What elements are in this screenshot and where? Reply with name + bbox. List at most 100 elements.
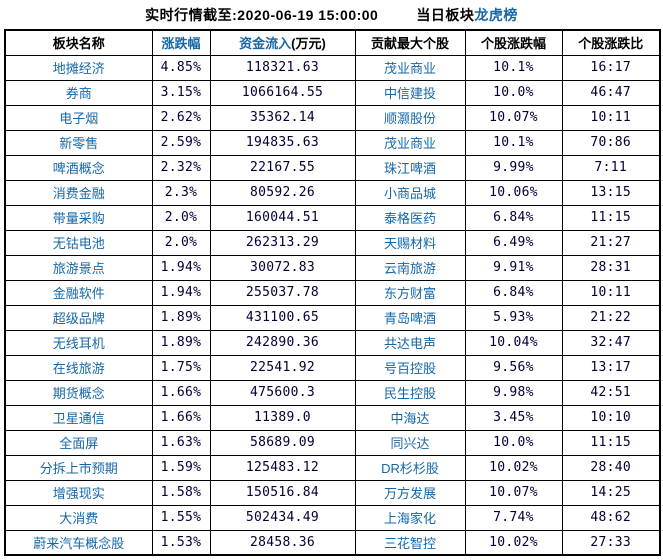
stock-link[interactable]: 顺灏股份 <box>354 104 466 131</box>
inflow-value: 35362.14 <box>209 104 356 131</box>
up-down-ratio: 13:17 <box>561 354 661 381</box>
table-row: 在线旅游 1.75% 22541.92 号百控股 9.56% 13:17 <box>4 354 661 381</box>
stock-change: 10.0% <box>464 429 563 456</box>
sector-link[interactable]: 在线旅游 <box>4 354 153 381</box>
sector-link[interactable]: 带量采购 <box>4 204 153 231</box>
sector-change: 2.3% <box>151 179 211 206</box>
sector-link[interactable]: 消费金融 <box>4 179 153 206</box>
sector-change: 1.63% <box>151 429 211 456</box>
table-row: 大消费 1.55% 502434.49 上海家化 7.74% 48:62 <box>4 504 661 531</box>
col-header-1[interactable]: 涨跌幅 <box>151 29 211 56</box>
stock-link[interactable]: 同兴达 <box>354 429 466 456</box>
inflow-value: 125483.12 <box>209 454 356 481</box>
sector-leaderboard-table: 板块名称 涨跌幅 资金流入(万元) 贡献最大个股 个股涨跌幅 个股涨跌比 地摊经济 4.85… <box>4 29 661 556</box>
sector-link[interactable]: 大消费 <box>4 504 153 531</box>
sector-link[interactable]: 旅游景点 <box>4 254 153 281</box>
sector-change: 3.15% <box>151 79 211 106</box>
sector-link[interactable]: 增强现实 <box>4 479 153 506</box>
col-header-label[interactable]: 资金流入 <box>239 36 292 52</box>
table-row: 无钴电池 2.0% 262313.29 天赐材料 6.49% 21:27 <box>4 229 661 256</box>
realtime-caption: 实时行情截至:2020-06-19 15:00:00 <box>145 6 379 23</box>
stock-change: 6.84% <box>464 279 563 306</box>
inflow-value: 22541.92 <box>209 354 356 381</box>
sector-link[interactable]: 卫星通信 <box>4 404 153 431</box>
stock-change: 10.1% <box>464 129 563 156</box>
table-row: 地摊经济 4.85% 118321.63 茂业商业 10.1% 16:17 <box>4 54 661 81</box>
table-header-row: 板块名称 涨跌幅 资金流入(万元) 贡献最大个股 个股涨跌幅 个股涨跌比 <box>4 29 661 56</box>
sector-link[interactable]: 全面屏 <box>4 429 153 456</box>
stock-change: 10.06% <box>464 179 563 206</box>
col-header-label[interactable]: 涨跌幅 <box>161 36 201 52</box>
up-down-ratio: 11:15 <box>561 204 661 231</box>
sector-link[interactable]: 新零售 <box>4 129 153 156</box>
stock-link[interactable]: 民生控股 <box>354 379 466 406</box>
sector-link[interactable]: 地摊经济 <box>4 54 153 81</box>
table-row: 带量采购 2.0% 160044.51 泰格医药 6.84% 11:15 <box>4 204 661 231</box>
inflow-value: 118321.63 <box>209 54 356 81</box>
table-row: 金融软件 1.94% 255037.78 东方财富 6.84% 10:11 <box>4 279 661 306</box>
stock-link[interactable]: 三花智控 <box>354 529 466 556</box>
sector-link[interactable]: 超级品牌 <box>4 304 153 331</box>
up-down-ratio: 21:27 <box>561 229 661 256</box>
stock-link[interactable]: 泰格医药 <box>354 204 466 231</box>
col-header-5: 个股涨跌比 <box>561 29 661 56</box>
col-header-label: 个股涨跌比 <box>578 36 644 52</box>
up-down-ratio: 7:11 <box>561 154 661 181</box>
table-row: 分拆上市预期 1.59% 125483.12 DR杉杉股 10.02% 28:40 <box>4 454 661 481</box>
sector-link[interactable]: 无线耳机 <box>4 329 153 356</box>
sector-change: 1.94% <box>151 279 211 306</box>
stock-link[interactable]: 青岛啤酒 <box>354 304 466 331</box>
stock-link[interactable]: 号百控股 <box>354 354 466 381</box>
up-down-ratio: 16:17 <box>561 54 661 81</box>
stock-link[interactable]: 东方财富 <box>354 279 466 306</box>
stock-change: 6.84% <box>464 204 563 231</box>
sector-link[interactable]: 分拆上市预期 <box>4 454 153 481</box>
stock-change: 10.02% <box>464 529 563 556</box>
sector-change: 2.0% <box>151 229 211 256</box>
up-down-ratio: 11:15 <box>561 429 661 456</box>
col-header-label: 个股涨跌幅 <box>480 36 546 52</box>
inflow-value: 262313.29 <box>209 229 356 256</box>
stock-change: 10.07% <box>464 479 563 506</box>
stock-link[interactable]: 云南旅游 <box>354 254 466 281</box>
stock-change: 10.04% <box>464 329 563 356</box>
col-header-2[interactable]: 资金流入(万元) <box>209 29 356 56</box>
sector-link[interactable]: 电子烟 <box>4 104 153 131</box>
stock-link[interactable]: 珠江啤酒 <box>354 154 466 181</box>
stock-link[interactable]: 小商品城 <box>354 179 466 206</box>
up-down-ratio: 32:47 <box>561 329 661 356</box>
stock-link[interactable]: 中海达 <box>354 404 466 431</box>
stock-link[interactable]: 天赐材料 <box>354 229 466 256</box>
stock-change: 6.49% <box>464 229 563 256</box>
col-header-label: 贡献最大个股 <box>370 36 449 52</box>
sector-link[interactable]: 金融软件 <box>4 279 153 306</box>
stock-link[interactable]: 上海家化 <box>354 504 466 531</box>
stock-link[interactable]: 茂业商业 <box>354 54 466 81</box>
sector-link[interactable]: 蔚来汽车概念股 <box>4 529 153 556</box>
stock-link[interactable]: 共达电声 <box>354 329 466 356</box>
stock-change: 5.93% <box>464 304 563 331</box>
table-row: 电子烟 2.62% 35362.14 顺灏股份 10.07% 10:11 <box>4 104 661 131</box>
stock-link[interactable]: 茂业商业 <box>354 129 466 156</box>
col-header-4: 个股涨跌幅 <box>464 29 563 56</box>
board-prefix-label: 当日板块 <box>416 6 475 23</box>
col-header-label: 板块名称 <box>52 36 105 52</box>
sector-link[interactable]: 期货概念 <box>4 379 153 406</box>
col-header-0: 板块名称 <box>4 29 153 56</box>
sector-change: 1.66% <box>151 379 211 406</box>
stock-link[interactable]: 中信建投 <box>354 79 466 106</box>
up-down-ratio: 13:15 <box>561 179 661 206</box>
sector-link[interactable]: 啤酒概念 <box>4 154 153 181</box>
stock-link[interactable]: 万方发展 <box>354 479 466 506</box>
inflow-value: 30072.83 <box>209 254 356 281</box>
inflow-value: 80592.26 <box>209 179 356 206</box>
up-down-ratio: 10:11 <box>561 279 661 306</box>
inflow-value: 1066164.55 <box>209 79 356 106</box>
table-row: 全面屏 1.63% 58689.09 同兴达 10.0% 11:15 <box>4 429 661 456</box>
longhu-board-link[interactable]: 龙虎榜 <box>474 6 518 23</box>
sector-link[interactable]: 券商 <box>4 79 153 106</box>
stock-link[interactable]: DR杉杉股 <box>354 454 466 481</box>
sector-change: 2.62% <box>151 104 211 131</box>
table-body: 地摊经济 4.85% 118321.63 茂业商业 10.1% 16:17 券商 3.15% 1… <box>4 54 661 556</box>
sector-link[interactable]: 无钴电池 <box>4 229 153 256</box>
